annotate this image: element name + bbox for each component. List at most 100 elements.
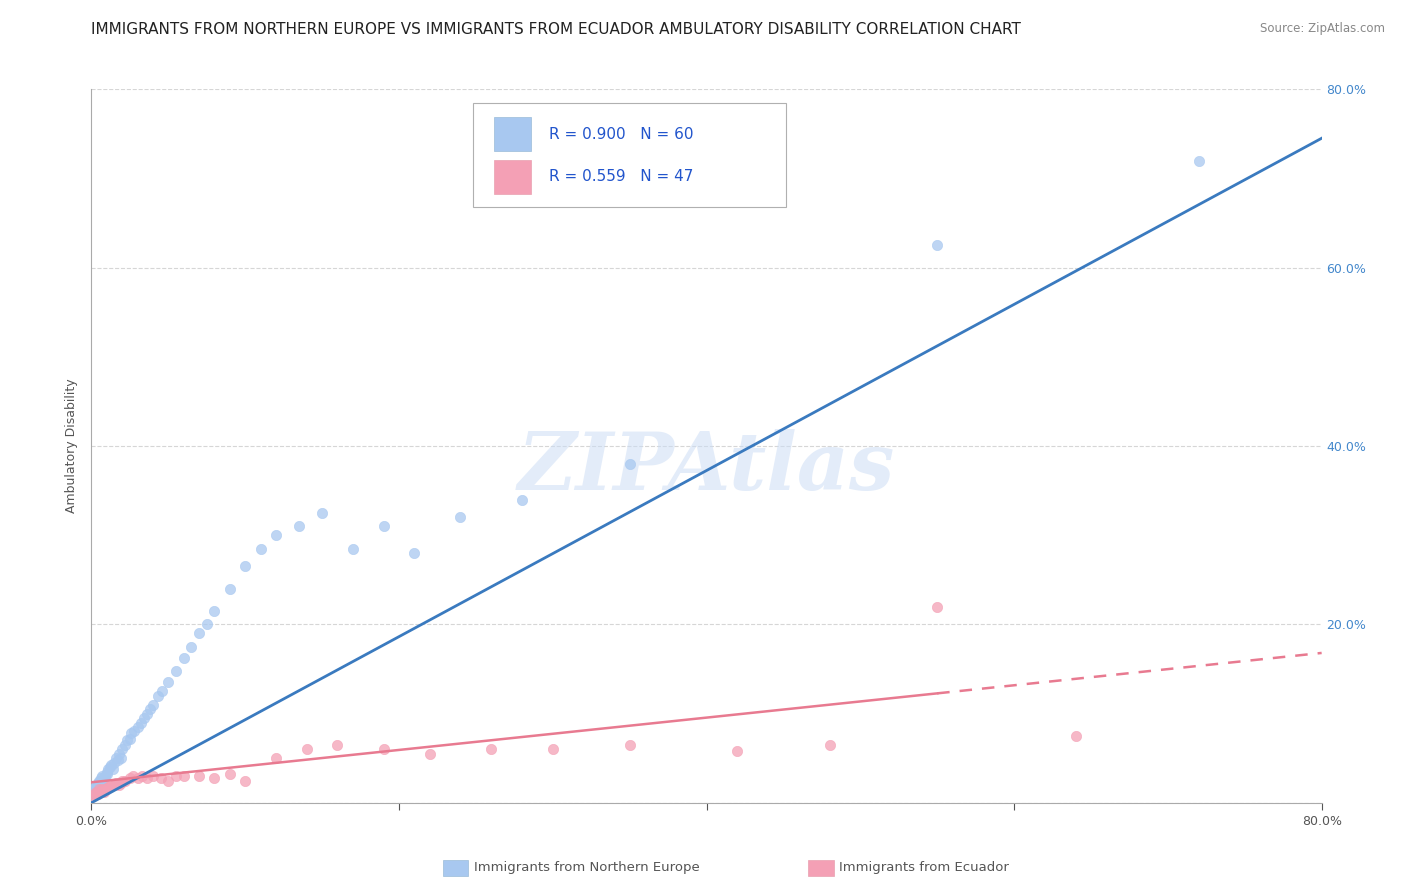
Point bbox=[108, 778, 131, 792]
Text: Immigrants from Northern Europe: Immigrants from Northern Europe bbox=[474, 861, 700, 873]
Point bbox=[83, 787, 105, 801]
Text: ZIPAtlas: ZIPAtlas bbox=[517, 429, 896, 506]
Text: Immigrants from Ecuador: Immigrants from Ecuador bbox=[839, 861, 1010, 873]
Point bbox=[180, 640, 202, 654]
Point bbox=[110, 751, 132, 765]
Point bbox=[115, 733, 138, 747]
Text: IMMIGRANTS FROM NORTHERN EUROPE VS IMMIGRANTS FROM ECUADOR AMBULATORY DISABILITY: IMMIGRANTS FROM NORTHERN EUROPE VS IMMIG… bbox=[91, 22, 1021, 37]
Point bbox=[195, 617, 218, 632]
Text: R = 0.900   N = 60: R = 0.900 N = 60 bbox=[548, 127, 693, 142]
Point bbox=[326, 738, 349, 752]
Point bbox=[98, 780, 121, 794]
Point bbox=[264, 528, 287, 542]
Point bbox=[188, 769, 211, 783]
Point bbox=[91, 782, 114, 797]
Point bbox=[94, 782, 117, 797]
Point bbox=[157, 773, 180, 788]
Point bbox=[135, 706, 157, 721]
Point bbox=[97, 780, 120, 794]
Point bbox=[131, 769, 153, 783]
Point bbox=[173, 769, 195, 783]
Point bbox=[84, 778, 107, 792]
Point bbox=[127, 771, 149, 785]
Point bbox=[818, 738, 841, 752]
Point bbox=[202, 771, 225, 785]
Point bbox=[541, 742, 564, 756]
Point bbox=[103, 756, 125, 770]
Point bbox=[218, 582, 240, 596]
Point bbox=[90, 771, 112, 785]
Point bbox=[619, 457, 641, 471]
FancyBboxPatch shape bbox=[494, 160, 530, 194]
Point bbox=[108, 747, 131, 761]
Point bbox=[87, 782, 110, 797]
Point bbox=[114, 773, 136, 788]
Point bbox=[510, 492, 533, 507]
Point bbox=[118, 771, 141, 785]
Point bbox=[93, 785, 115, 799]
Point bbox=[93, 771, 115, 785]
Point bbox=[107, 753, 129, 767]
Point bbox=[146, 689, 169, 703]
Point bbox=[142, 698, 165, 712]
Point bbox=[233, 773, 256, 788]
Point bbox=[218, 767, 240, 781]
Point bbox=[118, 731, 141, 746]
Point bbox=[98, 760, 121, 774]
Point bbox=[100, 758, 122, 772]
Point bbox=[86, 778, 108, 792]
Point bbox=[249, 541, 271, 556]
Point bbox=[91, 769, 114, 783]
Point bbox=[373, 519, 395, 533]
Point bbox=[100, 778, 122, 792]
Point bbox=[105, 776, 127, 790]
Point bbox=[83, 782, 105, 797]
Point bbox=[479, 742, 502, 756]
Point bbox=[233, 559, 256, 574]
Point bbox=[449, 510, 471, 524]
Point bbox=[105, 751, 127, 765]
Point bbox=[82, 789, 104, 803]
Point bbox=[202, 604, 225, 618]
Point bbox=[103, 778, 125, 792]
Point bbox=[84, 785, 107, 799]
Point bbox=[927, 238, 949, 252]
Point bbox=[927, 599, 949, 614]
Point bbox=[122, 769, 145, 783]
Point bbox=[96, 764, 118, 779]
Point bbox=[111, 773, 134, 788]
Point bbox=[90, 785, 112, 799]
Point bbox=[157, 675, 180, 690]
Text: Source: ZipAtlas.com: Source: ZipAtlas.com bbox=[1260, 22, 1385, 36]
Point bbox=[84, 780, 107, 794]
Y-axis label: Ambulatory Disability: Ambulatory Disability bbox=[65, 379, 79, 513]
Point bbox=[149, 771, 172, 785]
Point bbox=[165, 664, 187, 678]
Point bbox=[120, 726, 142, 740]
Point bbox=[1187, 153, 1209, 168]
FancyBboxPatch shape bbox=[472, 103, 786, 207]
Point bbox=[150, 684, 173, 698]
Point bbox=[87, 785, 110, 799]
Text: R = 0.559   N = 47: R = 0.559 N = 47 bbox=[548, 169, 693, 185]
Point bbox=[264, 751, 287, 765]
Point bbox=[135, 771, 157, 785]
Point bbox=[87, 776, 110, 790]
Point bbox=[124, 724, 146, 739]
Point bbox=[619, 738, 641, 752]
Point bbox=[129, 715, 152, 730]
Point bbox=[90, 773, 112, 788]
Point bbox=[132, 711, 155, 725]
Point bbox=[419, 747, 441, 761]
Point bbox=[87, 773, 110, 788]
Point bbox=[97, 762, 120, 776]
Point bbox=[342, 541, 364, 556]
Point bbox=[404, 546, 426, 560]
Point bbox=[94, 769, 117, 783]
Point bbox=[139, 702, 162, 716]
Point bbox=[111, 742, 134, 756]
Point bbox=[165, 769, 187, 783]
Point bbox=[142, 769, 165, 783]
Point bbox=[101, 762, 124, 776]
Point bbox=[96, 782, 118, 797]
